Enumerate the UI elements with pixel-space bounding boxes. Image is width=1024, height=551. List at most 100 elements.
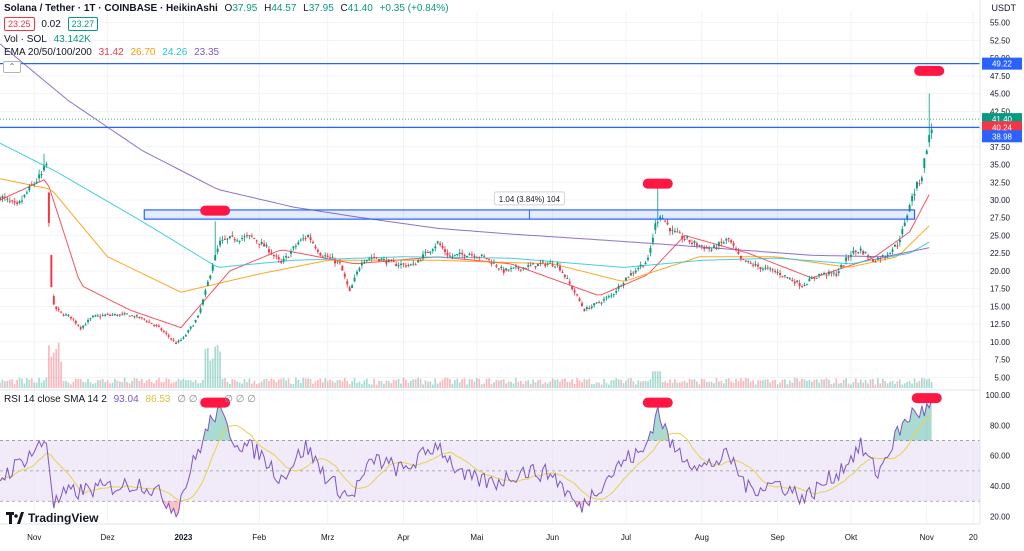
candle-body	[634, 270, 637, 273]
volume-bar	[534, 382, 537, 388]
candle-body	[732, 243, 735, 246]
candle-body	[52, 296, 55, 305]
volume-legend[interactable]: Vol · SOL 43.142K	[4, 34, 95, 46]
candle-body	[925, 150, 928, 155]
collapse-legend-button[interactable]: ⌃	[3, 61, 21, 73]
volume-bar	[79, 378, 82, 388]
rsi-legend[interactable]: RSI 14 close SMA 14 2 93.04 86.53 ∅ ∅ ∅ …	[4, 394, 260, 406]
volume-bar	[862, 382, 865, 388]
ema100-value: 24.26	[162, 47, 188, 58]
volume-bar	[219, 351, 221, 388]
candle-body	[444, 249, 447, 252]
candle-body	[28, 186, 31, 191]
candle-body	[651, 237, 654, 243]
volume-bar	[409, 380, 412, 388]
candle-body	[373, 256, 376, 258]
ema-legend[interactable]: EMA 20/50/100/200 31.42 26.70 24.26 23.3…	[4, 47, 223, 59]
volume-bar	[784, 379, 786, 388]
candle-body	[549, 262, 552, 264]
price-tick-label: 47.50	[990, 72, 1011, 81]
volume-bar	[666, 382, 669, 388]
candle-body	[717, 242, 720, 247]
candle-body	[683, 239, 686, 241]
volume-bar	[903, 383, 906, 388]
volume-bar	[512, 383, 515, 388]
volume-bar	[439, 381, 442, 388]
volume-bar	[378, 380, 380, 388]
price-tick-label: 15.00	[990, 302, 1011, 311]
volume-bar	[590, 384, 593, 388]
ema200-line	[0, 43, 930, 258]
candle-body	[475, 257, 478, 259]
candle-body	[189, 326, 192, 329]
candle-body	[140, 317, 143, 319]
candle-body	[666, 222, 669, 225]
volume-bar	[911, 383, 913, 388]
candle-body	[123, 313, 126, 315]
price-tick-label: 32.50	[990, 178, 1011, 187]
candle-body	[214, 255, 217, 261]
time-tick-label: Mai	[470, 533, 483, 542]
candles	[0, 93, 933, 345]
overlays: 1.04 (3.84%) 104	[0, 63, 980, 220]
ohlc-high: 44.57	[271, 3, 297, 14]
volume-bar	[647, 381, 649, 388]
ask-button[interactable]: 23.27	[67, 17, 99, 31]
candle-body	[510, 268, 513, 270]
candle-body	[849, 254, 852, 257]
candle-body	[891, 249, 894, 252]
volume-bar	[160, 382, 163, 388]
candle-body	[282, 258, 285, 262]
candle-body	[177, 340, 180, 343]
candle-body	[686, 237, 689, 239]
volume-bar	[539, 379, 542, 388]
candle-body	[380, 258, 383, 261]
candle-body	[730, 240, 733, 243]
candle-body	[590, 306, 593, 308]
volume-bar	[395, 380, 397, 388]
candle-body	[766, 267, 769, 269]
volume-bar	[356, 382, 358, 388]
currency-selector[interactable]: USDT	[991, 3, 1017, 13]
volume-bar	[417, 377, 419, 388]
candle-body	[346, 281, 349, 285]
symbol-name[interactable]: Solana / Tether · 1T · COINBASE · Heikin…	[4, 3, 218, 14]
volume-bar	[275, 382, 278, 388]
rsi-tick-label: 20.00	[990, 512, 1011, 521]
candle-body	[221, 239, 224, 241]
h-line-label-2: 40.24	[992, 123, 1013, 132]
candle-body	[99, 316, 102, 318]
candle-body	[348, 287, 351, 291]
candle-body	[571, 286, 574, 290]
volume-bar	[468, 379, 471, 388]
volume-bar	[740, 378, 742, 388]
candle-body	[541, 261, 544, 263]
time-tick-label: Nov	[27, 533, 41, 542]
candle-body	[791, 279, 794, 281]
volume-bar	[583, 378, 586, 388]
volume-bar	[280, 378, 283, 388]
volume-bar	[45, 377, 48, 388]
volume-bar	[385, 380, 388, 388]
volume-bar	[358, 381, 361, 388]
candle-body	[625, 277, 627, 281]
volume-bar	[564, 378, 566, 388]
volume-label: Vol · SOL	[4, 34, 47, 45]
candle-body	[422, 254, 425, 259]
volume-bar	[600, 384, 603, 388]
bid-button[interactable]: 23.25	[4, 17, 35, 31]
candle-body	[669, 228, 671, 232]
price-tick-label: 7.50	[994, 356, 1010, 365]
volume-bar	[791, 382, 794, 388]
candle-body	[893, 244, 896, 247]
candle-body	[197, 315, 200, 318]
candle-body	[678, 232, 681, 234]
markers	[200, 65, 945, 408]
volume-bar	[776, 384, 779, 388]
volume-bar	[123, 377, 126, 388]
candle-body	[424, 251, 427, 253]
range-box-label-bg	[493, 191, 565, 206]
